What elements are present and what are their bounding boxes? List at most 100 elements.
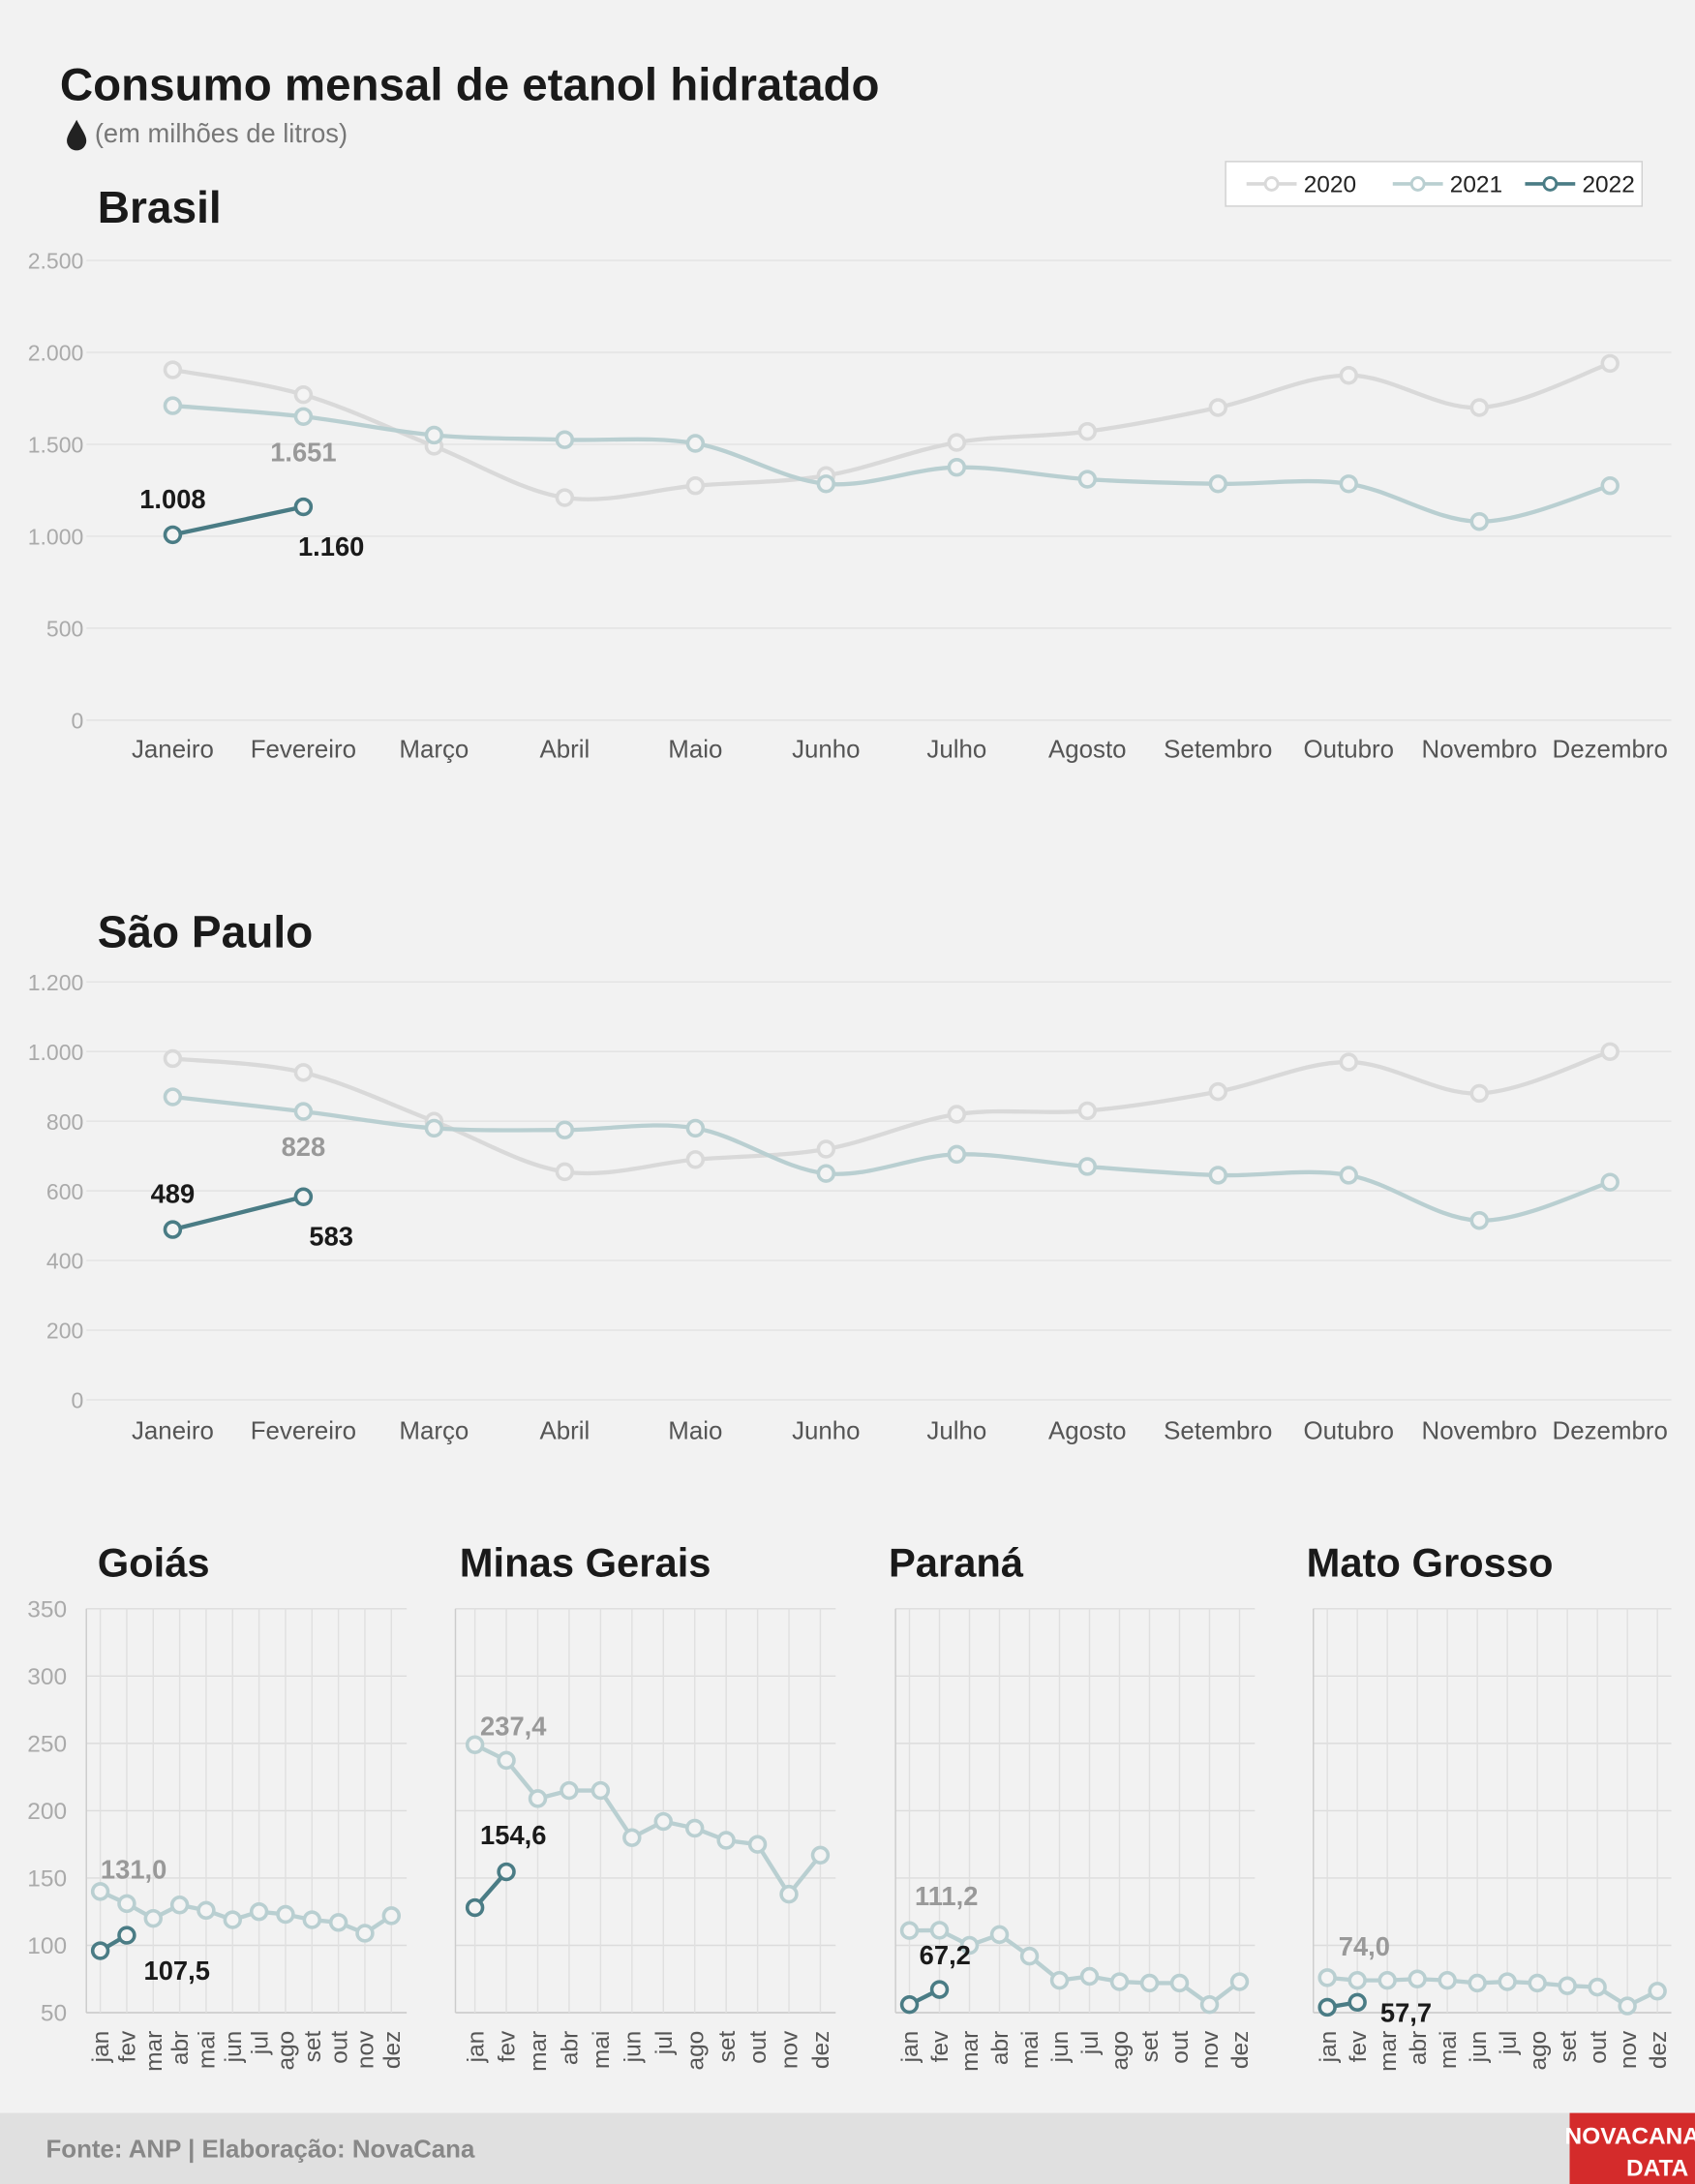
point xyxy=(1077,470,1098,489)
point xyxy=(653,1811,673,1832)
legend-label: 2022 xyxy=(1582,172,1634,198)
point xyxy=(381,1906,402,1926)
x-tick-label: nov xyxy=(1616,2030,1642,2069)
x-tick-label: mai xyxy=(589,2031,615,2069)
point xyxy=(947,457,967,477)
point xyxy=(163,396,183,415)
point xyxy=(1347,1992,1367,2013)
x-tick-label: abr xyxy=(558,2031,584,2065)
point xyxy=(1077,1101,1098,1121)
point xyxy=(779,1884,799,1904)
point xyxy=(293,407,314,427)
logo-bottom: DATA xyxy=(1626,2155,1688,2181)
point xyxy=(1339,1166,1358,1185)
point xyxy=(163,1087,183,1107)
point xyxy=(528,1789,548,1808)
x-tick-label: Maio xyxy=(668,1417,722,1444)
chart-title: Brasil xyxy=(98,182,222,232)
page-title: Consumo mensal de etanol hidratado xyxy=(60,60,880,111)
point xyxy=(465,1735,485,1754)
x-tick-label: jul xyxy=(247,2031,273,2055)
x-tick-label: fev xyxy=(1346,2030,1372,2062)
series-line xyxy=(171,1195,304,1232)
point xyxy=(163,360,183,379)
y-tick-label: 1.500 xyxy=(28,433,84,458)
y-tick-label: 150 xyxy=(27,1866,67,1893)
data-label: 1.160 xyxy=(298,531,364,561)
x-tick-label: Julho xyxy=(926,1417,986,1444)
point xyxy=(1498,1972,1517,1991)
x-tick-label: set xyxy=(714,2031,741,2063)
x-tick-label: jul xyxy=(651,2031,678,2055)
point xyxy=(555,430,575,449)
point xyxy=(249,1902,269,1922)
point xyxy=(1229,1972,1250,1991)
data-label: 1.008 xyxy=(139,484,205,514)
x-tick-label: nov xyxy=(777,2030,803,2069)
point xyxy=(1079,1966,1100,1987)
legend-marker xyxy=(1409,176,1426,192)
y-tick-label: 100 xyxy=(27,1933,67,1959)
x-tick-label: Novembro xyxy=(1422,737,1537,764)
point xyxy=(959,1935,980,1956)
legend-marker xyxy=(1263,176,1280,192)
point xyxy=(1438,1970,1457,1990)
data-label: 1.651 xyxy=(270,437,336,467)
y-tick-label: 350 xyxy=(27,1596,67,1623)
chart-title: Paraná xyxy=(889,1540,1024,1586)
x-tick-label: Setembro xyxy=(1164,1417,1272,1444)
x-tick-label: fev xyxy=(495,2030,521,2062)
legend-marker xyxy=(1542,176,1559,192)
footer-band xyxy=(0,2112,1695,2184)
x-tick-label: Junho xyxy=(792,1417,861,1444)
x-tick-label: mai xyxy=(1436,2031,1462,2069)
x-tick-label: mar xyxy=(957,2031,984,2072)
x-tick-label: mar xyxy=(141,2031,167,2072)
point xyxy=(816,1139,836,1159)
point xyxy=(716,1831,736,1850)
data-label: 74,0 xyxy=(1339,1931,1390,1961)
x-tick-label: jan xyxy=(897,2031,923,2064)
x-tick-label: dez xyxy=(1227,2031,1254,2069)
point xyxy=(1600,1172,1619,1192)
x-tick-label: set xyxy=(300,2031,326,2063)
point xyxy=(276,1904,295,1925)
data-label: 154,6 xyxy=(480,1820,546,1850)
x-tick-label: Novembro xyxy=(1422,1417,1537,1444)
x-tick-label: out xyxy=(326,2031,352,2064)
point xyxy=(90,1941,110,1960)
point xyxy=(117,1926,136,1945)
y-tick-label: 300 xyxy=(27,1664,67,1690)
point xyxy=(1019,1946,1040,1966)
x-tick-label: Abril xyxy=(539,737,590,764)
point xyxy=(293,1102,314,1121)
point xyxy=(685,1118,706,1138)
x-tick-label: jan xyxy=(463,2031,489,2064)
point xyxy=(947,433,967,452)
point xyxy=(328,1913,348,1932)
point xyxy=(989,1925,1010,1945)
footer-source: Fonte: ANP | Elaboração: NovaCana xyxy=(45,2137,475,2164)
x-tick-label: ago xyxy=(1107,2031,1134,2071)
point xyxy=(497,1750,516,1771)
x-tick-label: dez xyxy=(379,2031,406,2069)
point xyxy=(947,1105,967,1124)
y-tick-label: 800 xyxy=(46,1109,83,1135)
y-tick-label: 0 xyxy=(72,708,84,733)
x-tick-label: set xyxy=(1556,2031,1582,2063)
point xyxy=(1407,1969,1427,1988)
chart-title: São Paulo xyxy=(98,906,314,956)
point xyxy=(899,1994,920,2015)
y-tick-label: 600 xyxy=(46,1179,83,1204)
point xyxy=(1317,1997,1337,2017)
point xyxy=(1648,1982,1667,2001)
x-tick-label: out xyxy=(745,2031,772,2064)
x-tick-label: jun xyxy=(620,2031,646,2064)
point xyxy=(899,1921,920,1940)
x-tick-label: out xyxy=(1586,2031,1612,2064)
x-tick-label: Janeiro xyxy=(132,1417,214,1444)
point xyxy=(293,1187,314,1206)
series-line xyxy=(172,403,1611,524)
legend-label: 2021 xyxy=(1450,172,1502,198)
logo-top: NOVACANA xyxy=(1565,2123,1695,2149)
